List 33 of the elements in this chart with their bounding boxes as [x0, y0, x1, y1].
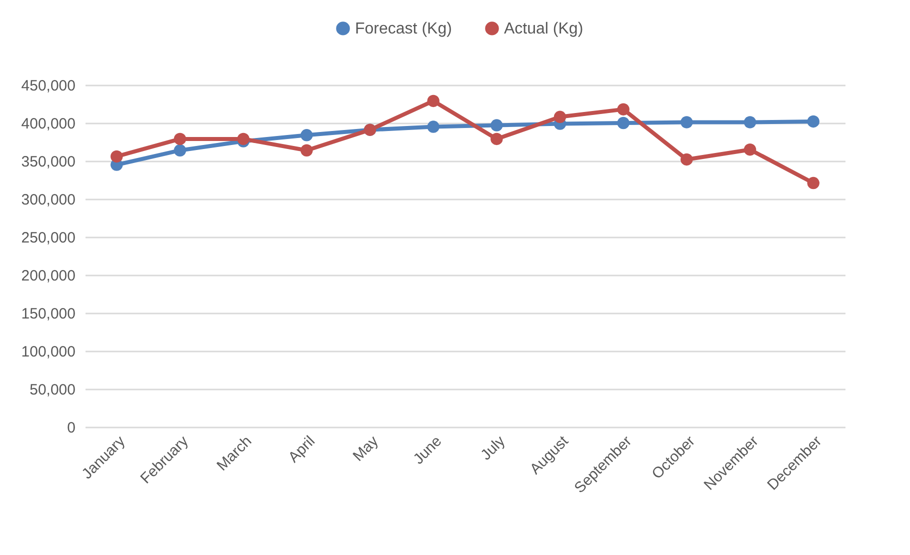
x-tick-label: July — [478, 432, 509, 464]
y-tick-label: 200,000 — [21, 268, 76, 284]
point — [174, 144, 186, 156]
point — [554, 110, 566, 124]
point — [300, 144, 313, 156]
y-tick-label: 350,000 — [21, 154, 76, 170]
point — [110, 150, 123, 163]
y-tick-label: 450,000 — [21, 78, 76, 94]
y-tick-label: 100,000 — [21, 344, 76, 360]
point — [744, 116, 756, 128]
point — [427, 94, 440, 108]
point — [490, 119, 503, 132]
y-tick-label: 400,000 — [21, 116, 76, 132]
y-tick-label: 50,000 — [30, 382, 76, 398]
point — [680, 153, 693, 166]
point — [237, 132, 250, 146]
y-tick-label: 150,000 — [21, 306, 76, 322]
legend-label: Forecast (Kg) — [355, 20, 452, 38]
y-tick-label: 250,000 — [21, 230, 76, 246]
point — [617, 116, 630, 130]
legend-label: Actual (Kg) — [504, 20, 584, 38]
point — [300, 129, 313, 142]
point — [807, 115, 820, 128]
point — [744, 143, 756, 156]
x-tick-label: May — [350, 432, 382, 465]
point — [490, 132, 503, 146]
point — [807, 176, 820, 190]
point — [617, 103, 630, 116]
point — [174, 132, 186, 146]
y-tick-label: 0 — [67, 420, 76, 436]
point — [680, 116, 693, 128]
y-tick-label: 300,000 — [21, 192, 76, 208]
point — [427, 120, 440, 133]
